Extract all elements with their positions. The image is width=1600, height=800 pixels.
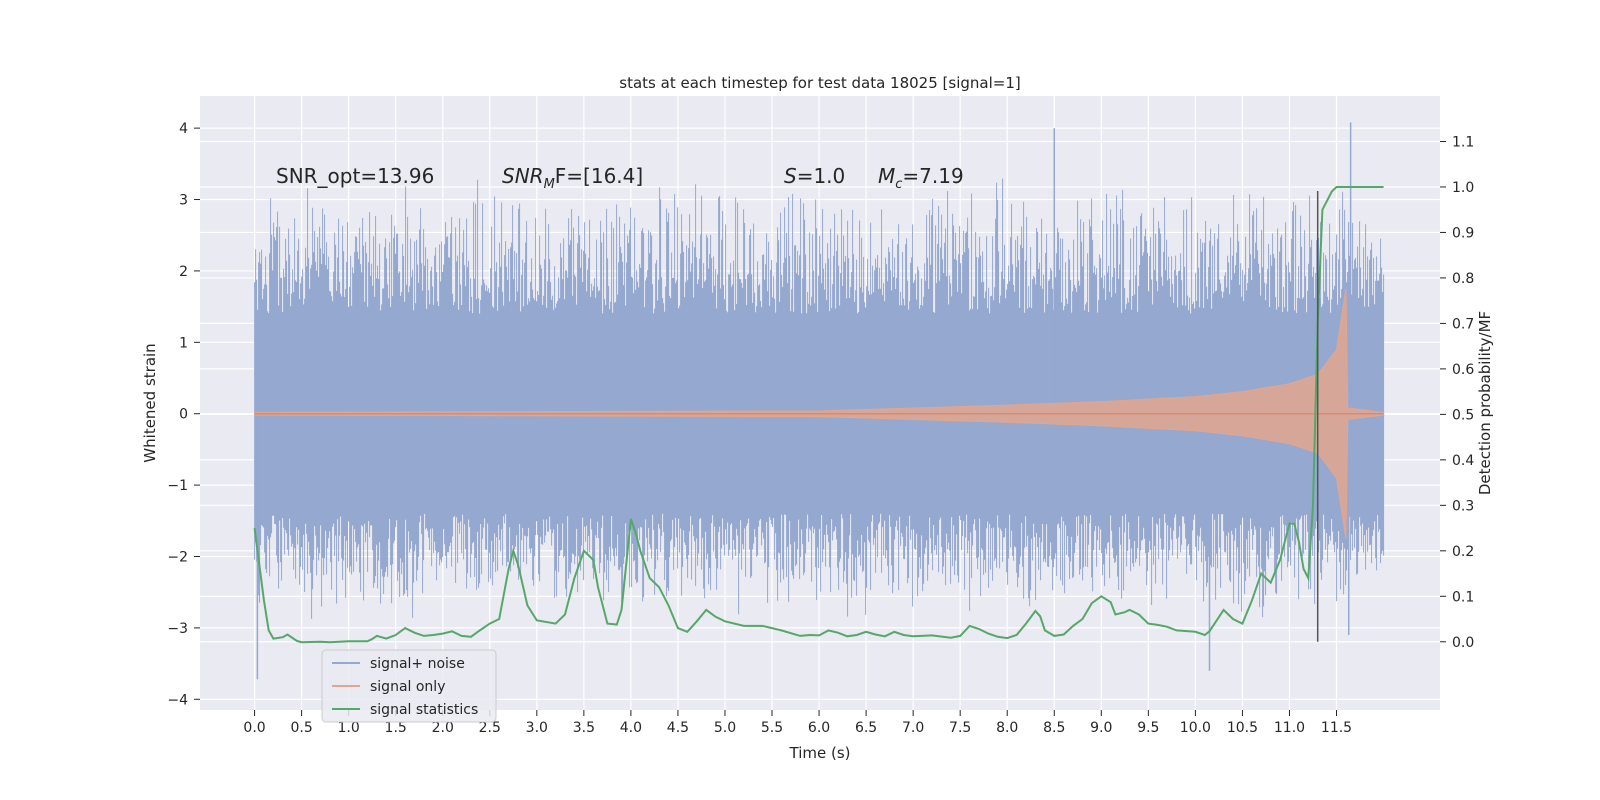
y-tick-label: 1	[179, 335, 188, 351]
y2-tick-label: 0.9	[1452, 225, 1474, 241]
x-tick-label: 1.5	[385, 720, 407, 736]
x-tick-label: 0.0	[243, 720, 265, 736]
annotation-snr-mf-value: F=[16.4]	[555, 164, 643, 188]
x-tick-label: 6.0	[808, 720, 830, 736]
legend-label-signal-statistics: signal statistics	[370, 702, 478, 718]
series-signal-only	[254, 288, 1385, 539]
x-tick-label: 2.5	[479, 720, 501, 736]
y2-tick-label: 0.5	[1452, 407, 1474, 423]
annotation-s: S=1.0	[784, 164, 845, 188]
signal-statistics-line	[253, 186, 1384, 644]
x-tick-label: 7.0	[902, 720, 924, 736]
series-signal-statistics	[253, 186, 1384, 644]
y2-tick-label: 0.1	[1452, 589, 1474, 605]
y-tick-label: −1	[167, 478, 188, 494]
x-tick-label: 1.0	[338, 720, 360, 736]
y2-tick-label: 1.0	[1452, 180, 1474, 196]
legend-box	[321, 649, 497, 723]
y-tick-label: −4	[167, 692, 188, 708]
x-axis-label: Time (s)	[789, 744, 851, 762]
x-tick-label: 9.5	[1137, 720, 1159, 736]
x-tick-label: 4.5	[667, 720, 689, 736]
y2-axis-ticks: 0.0 0.1 0.2 0.3 0.4 0.5 0.6 0.7 0.8 0.9 1.0 1.1	[1440, 134, 1474, 651]
x-tick-label: 5.0	[714, 720, 736, 736]
x-tick-label: 8.0	[996, 720, 1018, 736]
legend-label-signal-noise: signal+ noise	[370, 656, 465, 672]
x-tick-label: 6.5	[855, 720, 877, 736]
x-tick-label: 8.5	[1043, 720, 1065, 736]
y2-tick-label: 0.6	[1452, 362, 1474, 378]
y-axis-label: Whitened strain	[141, 343, 159, 462]
annotation-mc-value: =7.19	[902, 164, 963, 188]
y2-tick-label: 0.7	[1452, 316, 1474, 332]
y-axis-ticks: −4 −3 −2 −1 0 1 2 3 4	[167, 121, 200, 708]
y-tick-label: 0	[179, 407, 188, 423]
legend-label-signal-only: signal only	[370, 679, 445, 695]
legend: signal+ noise signal only signal statist…	[321, 649, 497, 723]
x-tick-label: 4.0	[620, 720, 642, 736]
annotation-snr-opt: SNR_opt=13.96	[276, 164, 434, 188]
y2-axis-label: Detection probability/MF	[1476, 311, 1494, 495]
y2-tick-label: 0.3	[1452, 498, 1474, 514]
chart-title: stats at each timestep for test data 180…	[619, 74, 1020, 92]
x-tick-label: 10.5	[1227, 720, 1258, 736]
y2-tick-label: 0.2	[1452, 544, 1474, 560]
y-tick-label: 4	[179, 121, 188, 137]
x-tick-label: 7.5	[949, 720, 971, 736]
y-tick-label: −3	[167, 621, 188, 637]
x-tick-label: 9.0	[1090, 720, 1112, 736]
y2-tick-label: 0.8	[1452, 271, 1474, 287]
x-tick-label: 3.5	[573, 720, 595, 736]
y2-tick-label: 1.1	[1452, 134, 1474, 150]
x-tick-label: 5.5	[761, 720, 783, 736]
y2-tick-label: 0.4	[1452, 453, 1474, 469]
x-axis-ticks: 0.0 0.5 1.0 1.5 2.0 2.5 3.0 3.5 4.0 4.5 5.0 5.5 6.0 6…	[243, 710, 1352, 736]
y-tick-label: −2	[167, 550, 188, 566]
annotation-snr-mf-symbol: SNR	[502, 164, 544, 188]
x-tick-label: 2.0	[432, 720, 454, 736]
annotation-mc-symbol: M	[878, 164, 895, 188]
x-tick-label: 0.5	[290, 720, 312, 736]
annotation-mc: Mc=7.19	[878, 164, 964, 192]
x-tick-label: 11.0	[1274, 720, 1305, 736]
y-tick-label: 3	[179, 193, 188, 209]
x-tick-label: 11.5	[1321, 720, 1352, 736]
annotation-s-symbol: S	[784, 164, 797, 188]
x-tick-label: 3.0	[526, 720, 548, 736]
y-tick-label: 2	[179, 264, 188, 280]
annotation-s-value: =1.0	[797, 164, 846, 188]
annotation-snr-mf: SNRMF=[16.4]	[502, 164, 643, 192]
x-tick-label: 10.0	[1180, 720, 1211, 736]
annotation-mc-subscript: c	[895, 177, 902, 192]
y2-tick-label: 0.0	[1452, 635, 1474, 651]
annotation-snr-mf-subscript: M	[544, 177, 555, 192]
